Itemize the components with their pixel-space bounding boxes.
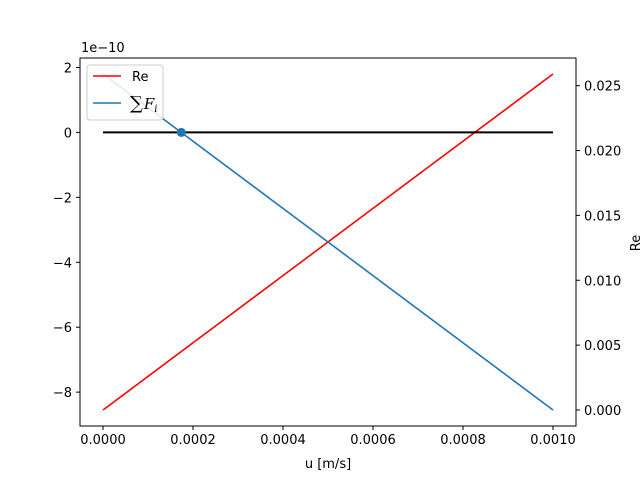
right-y-tick-label: 0.010 xyxy=(584,274,621,289)
right-y-tick-label: 0.025 xyxy=(584,80,621,95)
series-layer xyxy=(102,73,554,411)
x-tick-label: 0.0006 xyxy=(350,433,396,448)
left-y-tick-label: −8 xyxy=(53,386,72,401)
left-y-tick-label: −4 xyxy=(53,256,72,271)
left-y-tick-label: 2 xyxy=(64,62,72,77)
right-y-tick-label: 0.015 xyxy=(584,209,621,224)
right-y-tick-label: 0.020 xyxy=(584,145,621,160)
right-axis-label: Re xyxy=(629,235,640,251)
plot-frame xyxy=(79,57,577,427)
x-tick-label: 0.0000 xyxy=(80,433,126,448)
left-y-tick-label: 0 xyxy=(64,126,72,141)
x-axis-label: u [m/s] xyxy=(305,457,351,472)
y-offset-label: 1e−10 xyxy=(81,41,125,56)
legend-force-sum-label: ∑Fi xyxy=(130,93,157,115)
x-tick-label: 0.0002 xyxy=(170,433,216,448)
intersection-marker xyxy=(176,127,186,137)
legend-box xyxy=(86,64,164,121)
left-y-tick-label: −6 xyxy=(53,321,72,336)
legend-re-label: Re xyxy=(132,70,148,85)
x-tick-label: 0.0010 xyxy=(530,433,576,448)
right-y-tick-label: 0.005 xyxy=(584,339,621,354)
axes-layer: 0.0000 0.0002 0.0004 0.0006 0.0008 0.0010 2 0 −2… xyxy=(53,57,621,448)
x-tick-label: 0.0008 xyxy=(440,433,486,448)
left-y-tick-label: −2 xyxy=(53,191,72,206)
legend: Re ∑Fi xyxy=(86,64,164,121)
right-y-tick-label: 0.000 xyxy=(584,404,621,419)
x-tick-label: 0.0004 xyxy=(260,433,306,448)
